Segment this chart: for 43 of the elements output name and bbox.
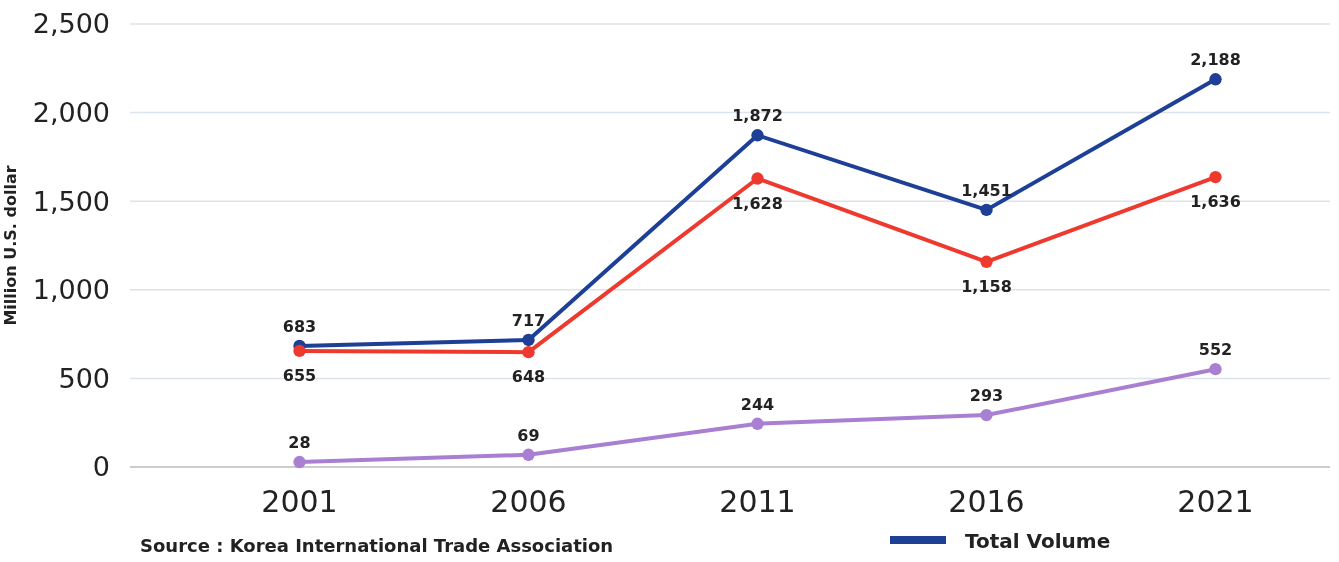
data-label: 244 (740, 394, 775, 414)
point (751, 172, 764, 185)
x-tick-label: 2001 (261, 484, 338, 519)
point (751, 129, 764, 142)
data-label: 683 (282, 316, 317, 336)
data-label: 1,628 (732, 193, 783, 213)
data-label: 552 (1198, 340, 1233, 360)
point (980, 255, 993, 268)
point (1209, 73, 1222, 86)
point (522, 333, 535, 347)
data-label: 1,872 (732, 106, 783, 126)
point (1209, 363, 1222, 376)
source-note: Source : Korea International Trade Association (140, 535, 614, 556)
data-label: 648 (511, 367, 546, 387)
y-tick-label: 1,000 (32, 274, 110, 306)
point (293, 344, 306, 358)
x-tick-label: 2006 (490, 484, 567, 519)
y-tick-label: 0 (92, 451, 110, 483)
point (293, 455, 306, 469)
data-label: 69 (517, 425, 540, 445)
y-tick-label: 2,000 (32, 97, 110, 129)
point (751, 417, 764, 430)
data-label: 1,636 (1190, 192, 1241, 212)
point (980, 203, 993, 217)
legend-label: Total Volume (965, 529, 1111, 553)
x-tick-label: 2011 (719, 484, 796, 519)
x-tick-label: 2021 (1177, 484, 1254, 519)
y-axis-title: Million U.S. dollar (1, 165, 20, 326)
point (522, 346, 535, 359)
data-label: 2,188 (1190, 50, 1241, 70)
data-label: 655 (282, 365, 317, 385)
y-tick-label: 500 (58, 362, 110, 394)
point (980, 408, 993, 422)
point (522, 448, 535, 461)
data-label: 1,451 (961, 180, 1012, 200)
y-tick-label: 1,500 (32, 185, 110, 217)
x-tick-label: 2016 (948, 484, 1025, 519)
y-tick-label: 2,500 (32, 8, 110, 40)
data-label: 293 (969, 386, 1004, 406)
data-label: 717 (511, 310, 546, 330)
data-label: 28 (288, 433, 311, 453)
data-label: 1,158 (961, 276, 1012, 296)
point (1209, 170, 1222, 184)
